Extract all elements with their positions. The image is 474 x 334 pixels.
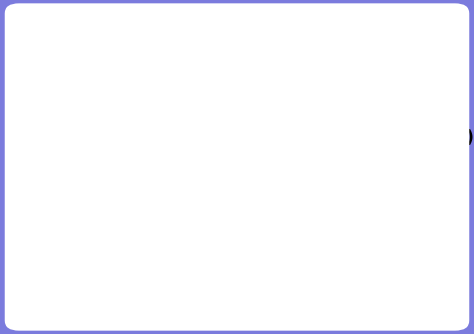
Text: sugar: sugar	[180, 68, 237, 86]
Text: energy (ATP): energy (ATP)	[133, 215, 254, 233]
Ellipse shape	[110, 130, 259, 262]
Text: + CO: + CO	[361, 156, 408, 174]
Text: yeast
cell: yeast cell	[48, 191, 86, 222]
Text: FERMENTATION BY YEAST: FERMENTATION BY YEAST	[38, 24, 418, 50]
Ellipse shape	[93, 88, 163, 158]
Text: fermentation: fermentation	[127, 143, 260, 161]
Text: 2: 2	[394, 163, 402, 173]
Text: teachoo: teachoo	[385, 17, 464, 35]
Text: ethanol (alcohol): ethanol (alcohol)	[315, 130, 474, 148]
